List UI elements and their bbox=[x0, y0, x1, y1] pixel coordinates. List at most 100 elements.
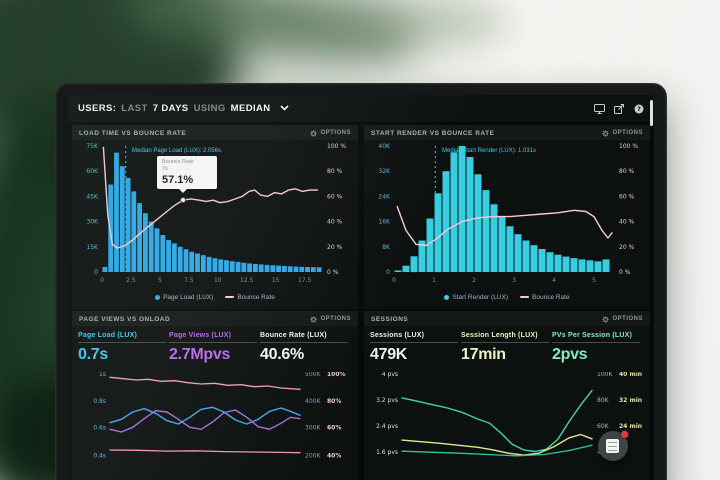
svg-text:12.5: 12.5 bbox=[240, 277, 254, 284]
svg-text:500K: 500K bbox=[305, 372, 321, 378]
svg-text:24K: 24K bbox=[378, 193, 391, 200]
svg-text:30K: 30K bbox=[86, 219, 99, 226]
scrollbar-thumb[interactable] bbox=[650, 100, 653, 126]
options-button[interactable]: OPTIONS bbox=[310, 129, 351, 137]
svg-text:100 %: 100 % bbox=[327, 143, 346, 150]
svg-text:?: ? bbox=[637, 105, 641, 113]
svg-text:75K: 75K bbox=[86, 143, 99, 150]
gear-icon bbox=[310, 129, 318, 137]
svg-text:60%: 60% bbox=[327, 425, 341, 432]
title-median: MEDIAN bbox=[230, 103, 271, 114]
median-annotation: Median Page Load (LUX): 2.056s bbox=[132, 148, 222, 154]
svg-text:1.6 pvs: 1.6 pvs bbox=[376, 449, 398, 456]
start-render-histogram-chart: Median Start Render (LUX): 1.031s 40K 100… bbox=[368, 140, 646, 290]
svg-text:400K: 400K bbox=[305, 398, 321, 405]
dashboard-title-dropdown[interactable]: USERS: LAST 7 DAYS USING MEDIAN bbox=[78, 103, 289, 114]
legend-line-marker bbox=[225, 296, 235, 298]
svg-text:80 %: 80 % bbox=[327, 168, 343, 175]
sessions-line-chart: 4 pvs 100K 40 min 3.2 pvs 80K 32 min 2.4 pvs 60… bbox=[368, 371, 646, 480]
options-button[interactable]: OPTIONS bbox=[310, 315, 351, 323]
chart-legend: Start Render (LUX) Bounce Rate bbox=[364, 290, 650, 304]
svg-text:80K: 80K bbox=[597, 397, 610, 404]
laptop-frame: USERS: LAST 7 DAYS USING MEDIAN bbox=[55, 83, 667, 480]
legend-line-marker bbox=[520, 296, 530, 298]
panel-title: PAGE VIEWS VS ONLOAD bbox=[79, 315, 171, 323]
metric-pvs-per-session: PVs Per Session (LUX) 2pvs bbox=[552, 332, 640, 364]
legend-dot-marker bbox=[155, 294, 161, 300]
legend-item: Start Render (LUX) bbox=[444, 294, 508, 301]
svg-text:0: 0 bbox=[94, 269, 98, 276]
svg-text:0: 0 bbox=[100, 277, 104, 284]
legend-dot-marker bbox=[444, 294, 450, 300]
svg-text:60K: 60K bbox=[86, 168, 99, 175]
metric-sessions: Sessions (LUX) 479K bbox=[370, 332, 458, 364]
monitor-icon[interactable] bbox=[594, 103, 605, 114]
svg-text:100 %: 100 % bbox=[619, 143, 638, 150]
svg-text:7.5: 7.5 bbox=[184, 277, 194, 284]
svg-text:200K: 200K bbox=[305, 452, 321, 459]
svg-text:40 %: 40 % bbox=[619, 219, 635, 226]
panel-start-render-vs-bounce-rate: START RENDER VS BOUNCE RATE OPTIONS Medi… bbox=[364, 125, 650, 309]
panel-title: LOAD TIME VS BOUNCE RATE bbox=[79, 129, 187, 137]
svg-text:40 min: 40 min bbox=[619, 372, 642, 378]
svg-text:4: 4 bbox=[552, 277, 556, 284]
title-users: USERS: bbox=[78, 103, 117, 114]
svg-text:40 %: 40 % bbox=[327, 219, 343, 226]
panel-load-time-vs-bounce-rate: LOAD TIME VS BOUNCE RATE OPTIONS Median … bbox=[72, 125, 358, 309]
panel-page-views-vs-onload: PAGE VIEWS VS ONLOAD OPTIONS Page Load (… bbox=[72, 311, 358, 480]
svg-text:20 %: 20 % bbox=[619, 244, 635, 251]
svg-text:0.8s: 0.8s bbox=[93, 398, 106, 405]
chat-widget-button[interactable] bbox=[598, 430, 629, 461]
svg-text:17.5: 17.5 bbox=[298, 277, 312, 284]
svg-text:100K: 100K bbox=[597, 372, 613, 378]
plant-leaf-blur bbox=[320, 0, 510, 46]
svg-text:16K: 16K bbox=[378, 219, 391, 226]
svg-text:0.6s: 0.6s bbox=[93, 425, 106, 432]
svg-text:80 %: 80 % bbox=[619, 168, 635, 175]
help-icon[interactable]: ? bbox=[634, 104, 644, 114]
metric-bounce-rate: Bounce Rate (LUX) 40.6% bbox=[260, 332, 348, 364]
metrics-row: Page Load (LUX) 0.7s Page Views (LUX) 2.… bbox=[72, 326, 358, 372]
svg-text:0 %: 0 % bbox=[327, 269, 339, 276]
top-bar: USERS: LAST 7 DAYS USING MEDIAN bbox=[68, 95, 654, 123]
panel-title: START RENDER VS BOUNCE RATE bbox=[371, 129, 495, 137]
svg-text:60 %: 60 % bbox=[619, 193, 635, 200]
tooltip-value: 57.1% bbox=[162, 174, 194, 186]
options-button[interactable]: OPTIONS bbox=[602, 315, 643, 323]
svg-text:100%: 100% bbox=[327, 372, 346, 378]
svg-text:5: 5 bbox=[158, 277, 162, 284]
chart-legend: Page Load (LUX) Bounce Rate bbox=[72, 290, 358, 304]
svg-text:32K: 32K bbox=[378, 168, 391, 175]
legend-item: Bounce Rate bbox=[225, 294, 275, 301]
panel-title: SESSIONS bbox=[371, 315, 409, 323]
svg-text:3: 3 bbox=[512, 277, 516, 284]
metric-page-load: Page Load (LUX) 0.7s bbox=[78, 332, 166, 364]
svg-text:1s: 1s bbox=[99, 372, 106, 378]
svg-text:80%: 80% bbox=[327, 398, 341, 405]
svg-text:2.5: 2.5 bbox=[126, 277, 136, 284]
legend-item: Bounce Rate bbox=[520, 294, 570, 301]
chevron-down-icon[interactable] bbox=[279, 103, 289, 114]
svg-text:24 min: 24 min bbox=[619, 423, 642, 430]
svg-text:0.4s: 0.4s bbox=[93, 452, 106, 459]
metrics-row: Sessions (LUX) 479K Session Length (LUX)… bbox=[364, 326, 650, 372]
title-7days: 7 DAYS bbox=[152, 103, 189, 114]
options-button[interactable]: OPTIONS bbox=[602, 129, 643, 137]
tooltip-label: Bounce Rate bbox=[162, 159, 194, 165]
svg-text:60 %: 60 % bbox=[327, 193, 343, 200]
gear-icon bbox=[310, 315, 318, 323]
svg-text:0: 0 bbox=[392, 277, 396, 284]
svg-text:20 %: 20 % bbox=[327, 244, 343, 251]
svg-text:40%: 40% bbox=[327, 452, 341, 459]
svg-text:0 %: 0 % bbox=[619, 269, 631, 276]
share-icon[interactable] bbox=[614, 103, 625, 114]
svg-text:15K: 15K bbox=[86, 244, 99, 251]
notification-badge bbox=[620, 430, 629, 439]
svg-text:2: 2 bbox=[472, 277, 476, 284]
svg-text:1: 1 bbox=[432, 277, 436, 284]
svg-text:40K: 40K bbox=[378, 143, 391, 150]
svg-text:10: 10 bbox=[214, 277, 222, 284]
note-icon bbox=[606, 439, 619, 453]
load-time-histogram-chart: Median Page Load (LUX): 2.056s Bounce Ra… bbox=[76, 140, 354, 290]
